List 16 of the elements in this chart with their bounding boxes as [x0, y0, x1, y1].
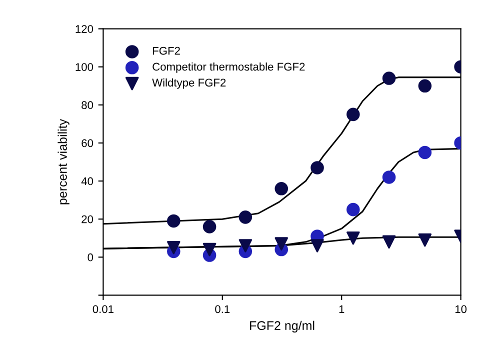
- y-tick-label: 120: [76, 25, 94, 33]
- legend-label: FGF2: [153, 46, 180, 55]
- x-tick-label: 1: [339, 305, 344, 313]
- x-tick-label: 10: [455, 305, 467, 314]
- x-tick-label: 0.1: [215, 305, 230, 314]
- x-tick-label: 0.01: [92, 305, 114, 314]
- y-tick-label: 80: [82, 101, 94, 110]
- legend-label: Wildtype FGF2: [152, 78, 226, 89]
- y-tick-label: 40: [81, 177, 94, 186]
- y-axis-title: percent viability: [58, 118, 70, 204]
- legend-label: Competitor thermostable FGF2: [152, 62, 305, 73]
- y-tick-label: 0: [88, 253, 94, 262]
- y-tick-label: 20: [82, 215, 94, 224]
- y-tick-label: 100: [76, 63, 94, 71]
- x-axis-title: FGF2 ng/ml: [250, 320, 314, 332]
- y-tick-label: 60: [82, 139, 94, 148]
